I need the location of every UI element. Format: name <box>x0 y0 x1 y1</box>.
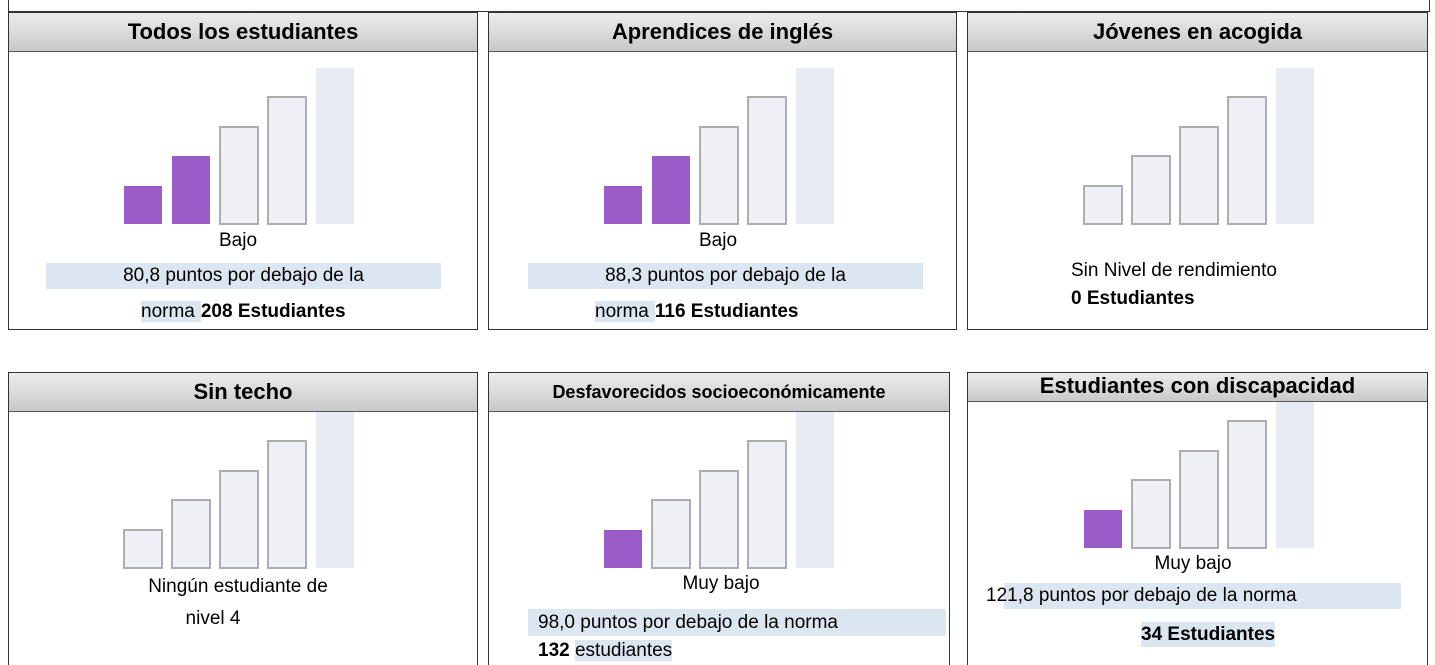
level-icon <box>604 68 834 225</box>
description-bg <box>1004 583 1401 609</box>
empty-bar <box>747 96 787 225</box>
count-line: norma 116 Estudiantes <box>595 300 798 324</box>
empty-bar <box>219 126 259 225</box>
empty-bar <box>1276 68 1314 224</box>
description: nivel 4 <box>185 608 241 629</box>
panel: Todos los estudiantes Bajo 80,8 puntos p… <box>8 12 478 330</box>
filled-bar <box>652 156 690 224</box>
description: 98,0 puntos por debajo de la norma <box>528 609 946 636</box>
empty-bar <box>699 126 739 225</box>
level-icon <box>124 68 354 225</box>
empty-bar <box>1179 126 1219 225</box>
panel: Jóvenes en acogida Sin Nivel de rendimie… <box>967 12 1428 330</box>
count-line: 132 estudiantes <box>538 639 673 663</box>
prefix: norma <box>141 301 201 322</box>
empty-bar <box>796 68 834 224</box>
prefix: norma <box>595 301 655 322</box>
empty-bar <box>747 440 787 569</box>
empty-bar <box>1179 450 1219 549</box>
count: 0 Estudiantes <box>1071 288 1195 309</box>
panel: Aprendices de inglés Bajo 88,3 puntos po… <box>488 12 957 330</box>
panel: Estudiantes con discapacidad Muy bajo 12… <box>967 372 1428 665</box>
empty-bar <box>1227 420 1267 549</box>
empty-bar <box>316 412 354 568</box>
empty-bar <box>123 529 163 569</box>
panel: Desfavorecidos socioeconómicamente Muy b… <box>488 372 950 665</box>
description: 88,3 puntos por debajo de la <box>528 263 923 289</box>
count: 116 Estudiantes <box>654 301 799 322</box>
panel-title: Sin techo <box>9 373 477 412</box>
empty-bar <box>651 499 691 569</box>
count: 132 <box>538 640 570 661</box>
count: 208 Estudiantes <box>200 301 346 322</box>
panel-title: Desfavorecidos socioeconómicamente <box>489 373 949 412</box>
count-line: 34 Estudiantes <box>1141 622 1276 649</box>
panel-title: Jóvenes en acogida <box>968 13 1427 52</box>
panel-title: Aprendices de inglés <box>489 13 956 52</box>
level-icon <box>1084 392 1314 549</box>
level-icon <box>123 412 354 569</box>
level: Bajo <box>218 230 258 251</box>
empty-bar <box>1083 185 1123 225</box>
empty-bar <box>1227 96 1267 225</box>
empty-bar <box>267 96 307 225</box>
level: Muy bajo <box>1154 553 1232 574</box>
count: 34 Estudiantes <box>1141 622 1276 647</box>
level: Bajo <box>698 230 738 251</box>
panel-title: Todos los estudiantes <box>9 13 477 52</box>
filled-bar <box>1084 510 1122 548</box>
top-strip <box>8 0 1430 12</box>
empty-bar <box>316 68 354 224</box>
panel: Sin techo Ningún estudiante de nivel 4 <box>8 372 478 665</box>
filled-bar <box>604 530 642 568</box>
suffix: estudiantes <box>574 640 673 661</box>
empty-bar <box>171 499 211 569</box>
empty-bar <box>1131 479 1171 549</box>
description: Sin Nivel de rendimiento <box>1071 260 1277 281</box>
panel-title: Estudiantes con discapacidad <box>968 373 1427 402</box>
level-icon <box>1083 68 1314 225</box>
empty-bar <box>267 440 307 569</box>
count-line: norma 208 Estudiantes <box>141 300 346 324</box>
description: Ningún estudiante de <box>148 576 328 597</box>
empty-bar <box>796 412 834 568</box>
empty-bar <box>1276 392 1314 548</box>
filled-bar <box>124 186 162 224</box>
description: 121,8 puntos por debajo de la norma <box>986 585 1297 606</box>
description: 80,8 puntos por debajo de la <box>46 263 441 289</box>
level-icon <box>604 412 834 569</box>
empty-bar <box>219 470 259 569</box>
filled-bar <box>604 186 642 224</box>
empty-bar <box>699 470 739 569</box>
empty-bar <box>1131 155 1171 225</box>
filled-bar <box>172 156 210 224</box>
level: Muy bajo <box>682 573 760 594</box>
